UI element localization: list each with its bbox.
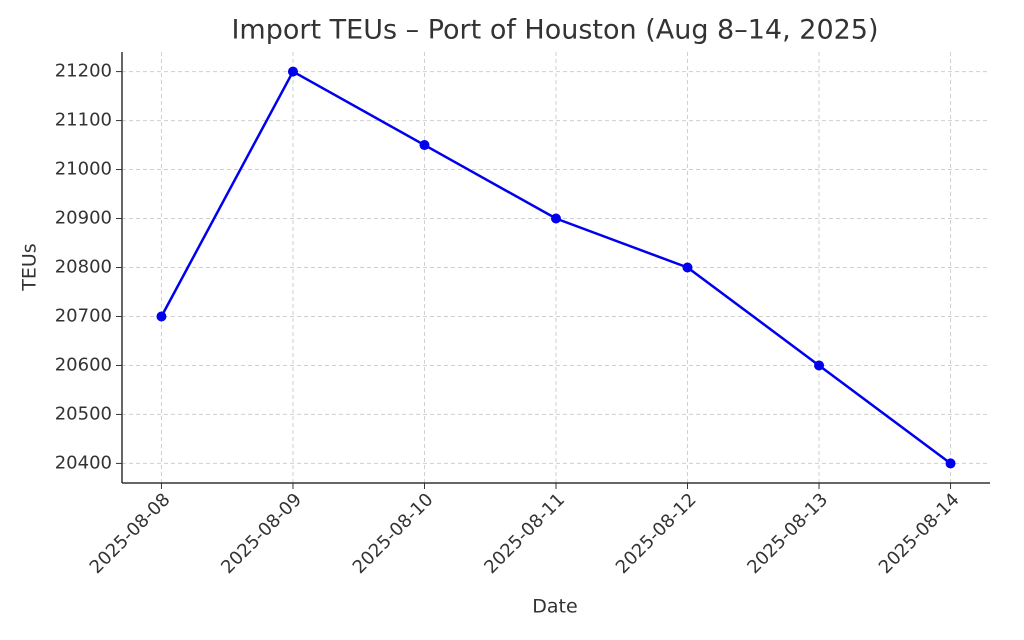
point xyxy=(945,458,956,469)
y-tick-label: 20400 xyxy=(55,452,112,473)
y-tick-label: 21000 xyxy=(55,159,112,180)
y-axis-label: TEUs xyxy=(19,243,41,291)
point xyxy=(156,311,167,322)
y-tick-label: 20500 xyxy=(55,403,112,424)
x-tick-label: 2025-08-12 xyxy=(612,489,701,578)
x-tick-label: 2025-08-08 xyxy=(86,489,175,578)
point xyxy=(419,140,430,151)
y-tick-label: 21100 xyxy=(55,110,112,131)
y-tick-label: 20900 xyxy=(55,208,112,229)
x-tick-label: 2025-08-09 xyxy=(217,489,306,578)
x-tick-label: 2025-08-13 xyxy=(743,489,832,578)
point xyxy=(551,213,561,224)
y-tick-label: 20800 xyxy=(55,257,112,278)
point xyxy=(287,66,298,77)
point xyxy=(682,262,693,273)
y-tick-label: 21200 xyxy=(55,61,112,82)
y-tick-label: 20600 xyxy=(55,354,112,375)
chart-title: Import TEUs – Port of Houston (Aug 8–14,… xyxy=(231,15,878,46)
x-tick-label: 2025-08-10 xyxy=(349,489,438,578)
y-tick-label: 20700 xyxy=(55,305,112,326)
x-tick-label: 2025-08-11 xyxy=(480,489,569,578)
x-tick-label: 2025-08-14 xyxy=(875,489,964,578)
x-axis-label: Date xyxy=(532,596,577,618)
point xyxy=(814,360,825,371)
